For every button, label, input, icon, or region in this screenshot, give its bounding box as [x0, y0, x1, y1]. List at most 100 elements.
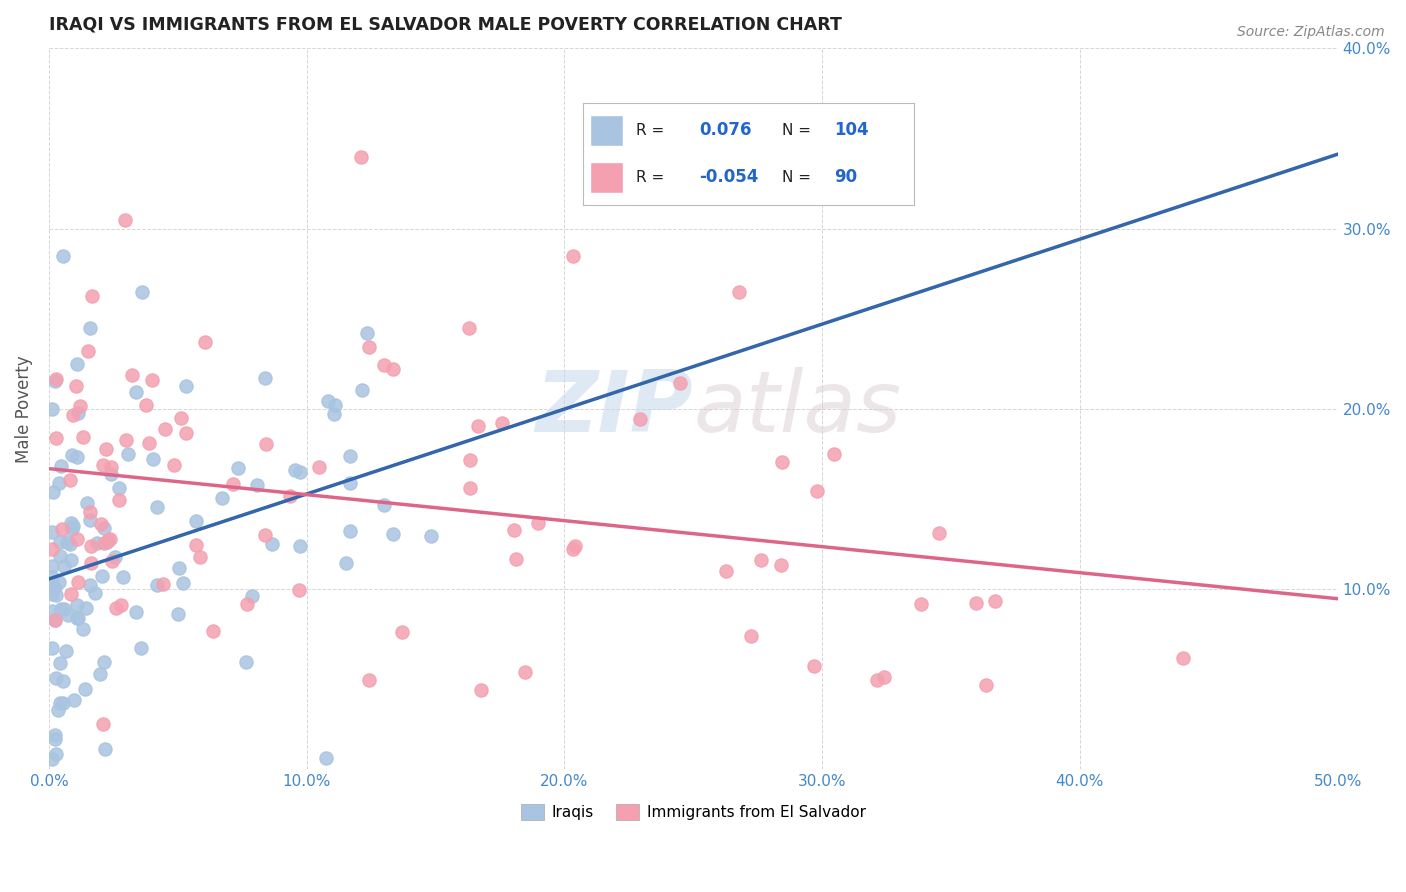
Point [41, 587, 63, 601]
Point [72, 430, 94, 444]
Point [467, 419, 489, 434]
Point [65, 379, 87, 393]
Point [308, 460, 330, 475]
Point [42, 580, 65, 594]
Point [100, 460, 122, 475]
Point [564, 539, 586, 553]
Point [382, 361, 405, 376]
Point [373, 499, 395, 513]
Point [562, 542, 585, 557]
Point [93, 521, 115, 535]
Point [66, 611, 89, 625]
Point [44, 581, 66, 595]
Point [714, 564, 737, 578]
Point [823, 447, 845, 461]
Point [253, 371, 276, 385]
Point [373, 358, 395, 372]
Point [93, 655, 115, 669]
Point [48, 696, 70, 710]
Point [280, 489, 302, 503]
Point [110, 598, 132, 612]
Point [62, 518, 84, 533]
Point [668, 376, 690, 391]
Point [240, 589, 263, 603]
Point [55, 644, 77, 658]
Text: ZIP: ZIP [536, 368, 693, 450]
Point [60, 449, 83, 463]
Point [66, 599, 89, 613]
Bar [591, 115, 623, 145]
Point [48, 475, 70, 490]
Point [129, 641, 152, 656]
Point [138, 435, 160, 450]
Text: atlas: atlas [693, 368, 901, 450]
Point [91, 569, 114, 583]
Point [323, 408, 346, 422]
Text: 90: 90 [835, 169, 858, 186]
Point [66, 532, 89, 546]
Point [45, 372, 67, 386]
Point [59, 536, 82, 550]
Point [79, 320, 101, 334]
Point [323, 398, 346, 412]
Point [52, 249, 75, 263]
Point [339, 476, 361, 491]
Point [100, 467, 122, 482]
Point [770, 558, 793, 572]
Point [42, 484, 65, 499]
Point [96, 535, 118, 549]
Point [974, 678, 997, 692]
Point [202, 624, 225, 639]
Point [254, 528, 277, 542]
Point [236, 597, 259, 611]
Point [727, 285, 749, 299]
Point [60, 516, 83, 530]
Point [44, 613, 66, 627]
Point [169, 561, 191, 575]
Point [56, 608, 79, 623]
Point [391, 624, 413, 639]
Point [66, 611, 89, 625]
Point [803, 658, 825, 673]
Point [62, 408, 84, 422]
Point [184, 538, 207, 552]
Text: 0.076: 0.076 [699, 121, 752, 139]
Point [41, 569, 63, 583]
Point [66, 450, 89, 464]
Point [491, 416, 513, 430]
Point [44, 728, 66, 742]
Point [98, 532, 121, 546]
Point [284, 463, 307, 477]
Point [62, 693, 84, 707]
Text: 104: 104 [835, 121, 869, 139]
Point [121, 368, 143, 382]
Text: N =: N = [782, 170, 811, 185]
Point [44, 613, 66, 627]
Point [46, 703, 69, 717]
Point [318, 394, 340, 409]
Point [72, 622, 94, 636]
Point [45, 588, 67, 602]
Point [41, 559, 63, 574]
Point [359, 341, 381, 355]
Point [174, 379, 197, 393]
Point [69, 399, 91, 413]
Text: R =: R = [637, 170, 665, 185]
Point [335, 556, 357, 570]
Point [84, 585, 107, 599]
Point [350, 150, 373, 164]
Point [77, 343, 100, 358]
Point [79, 513, 101, 527]
Point [51, 522, 73, 536]
Point [80, 540, 103, 554]
Point [141, 374, 163, 388]
Point [228, 461, 250, 475]
Text: IRAQI VS IMMIGRANTS FROM EL SALVADOR MALE POVERTY CORRELATION CHART: IRAQI VS IMMIGRANTS FROM EL SALVADOR MAL… [49, 15, 842, 33]
Point [49, 458, 72, 473]
Point [770, 455, 793, 469]
Point [41, 604, 63, 618]
Point [146, 500, 169, 515]
Point [73, 681, 96, 696]
Point [94, 442, 117, 457]
Point [82, 289, 104, 303]
